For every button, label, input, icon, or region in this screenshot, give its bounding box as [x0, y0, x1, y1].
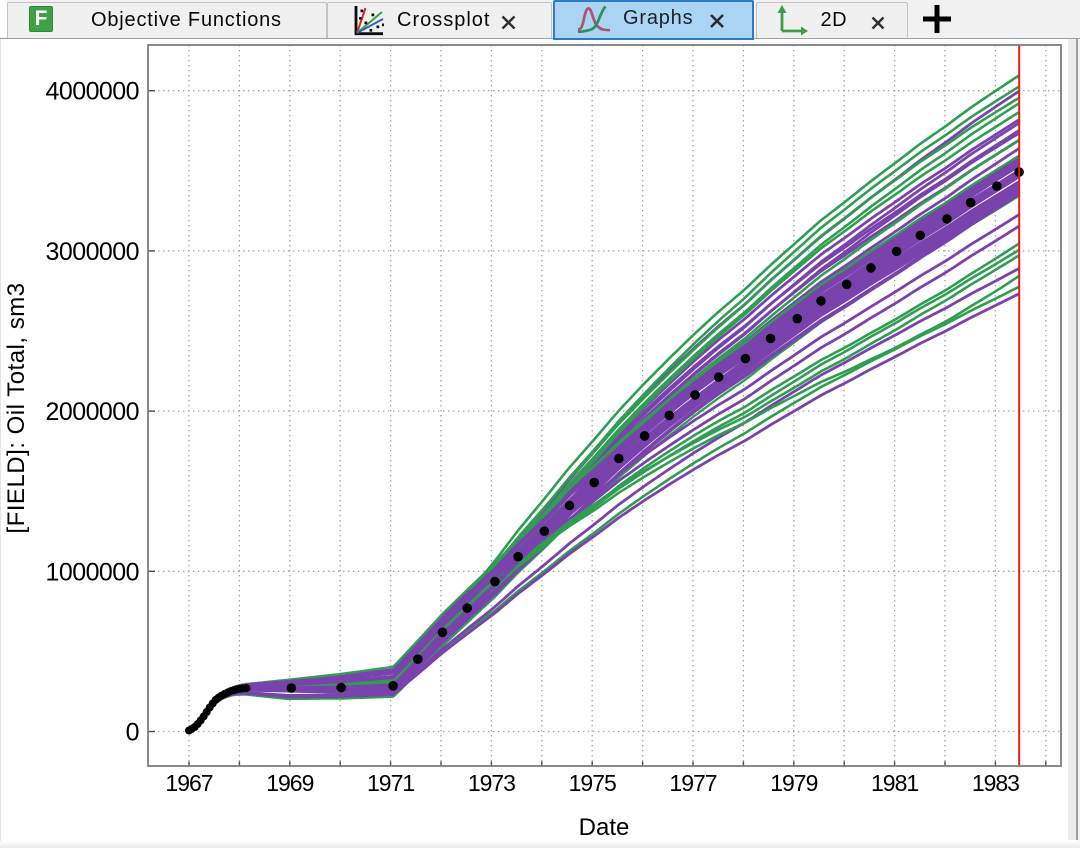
svg-text:1977: 1977: [669, 770, 716, 796]
svg-text:1973: 1973: [468, 770, 515, 796]
svg-text:2000000: 2000000: [46, 398, 139, 426]
svg-text:Date: Date: [579, 814, 630, 841]
svg-text:[FIELD]: Oil Total, sm3: [FIELD]: Oil Total, sm3: [3, 282, 30, 533]
svg-text:1981: 1981: [871, 770, 918, 796]
svg-text:1975: 1975: [569, 770, 616, 796]
svg-text:1971: 1971: [367, 770, 414, 796]
svg-text:4000000: 4000000: [46, 78, 139, 106]
svg-text:1000000: 1000000: [46, 558, 139, 586]
svg-text:1969: 1969: [266, 770, 313, 796]
svg-text:1979: 1979: [770, 770, 817, 796]
svg-text:3000000: 3000000: [46, 238, 139, 266]
svg-text:0: 0: [126, 719, 139, 747]
svg-text:1983: 1983: [972, 770, 1019, 796]
svg-text:1967: 1967: [165, 770, 212, 796]
